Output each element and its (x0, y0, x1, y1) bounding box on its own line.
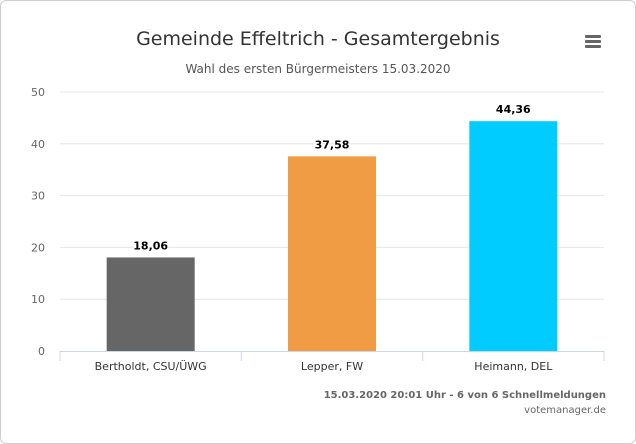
y-tick-label: 40 (31, 138, 45, 151)
x-tick-label: Heimann, DEL (474, 360, 553, 373)
bar-value-label: 44,36 (496, 103, 531, 116)
chart-title: Gemeinde Effeltrich - Gesamtergebnis (136, 28, 500, 50)
credits-site-link[interactable]: votemanager.de (524, 405, 606, 416)
bar-value-label: 18,06 (133, 239, 168, 252)
x-tick-label: Bertholdt, CSU/ÜWG (95, 360, 207, 373)
y-tick-label: 30 (31, 190, 45, 203)
hamburger-menu-icon[interactable] (580, 30, 606, 54)
bar-value-label: 37,58 (315, 138, 350, 151)
chart-subtitle: Wahl des ersten Bürgermeisters 15.03.202… (185, 62, 451, 76)
y-tick-label: 20 (31, 241, 45, 254)
bar[interactable] (469, 121, 558, 351)
y-tick-label: 50 (31, 86, 45, 99)
y-tick-label: 10 (31, 293, 45, 306)
bar[interactable] (106, 257, 195, 351)
x-tick-label: Lepper, FW (301, 360, 363, 373)
bar[interactable] (288, 156, 376, 351)
y-tick-label: 0 (38, 345, 45, 358)
credits-status: 15.03.2020 20:01 Uhr - 6 von 6 Schnellme… (323, 390, 606, 401)
